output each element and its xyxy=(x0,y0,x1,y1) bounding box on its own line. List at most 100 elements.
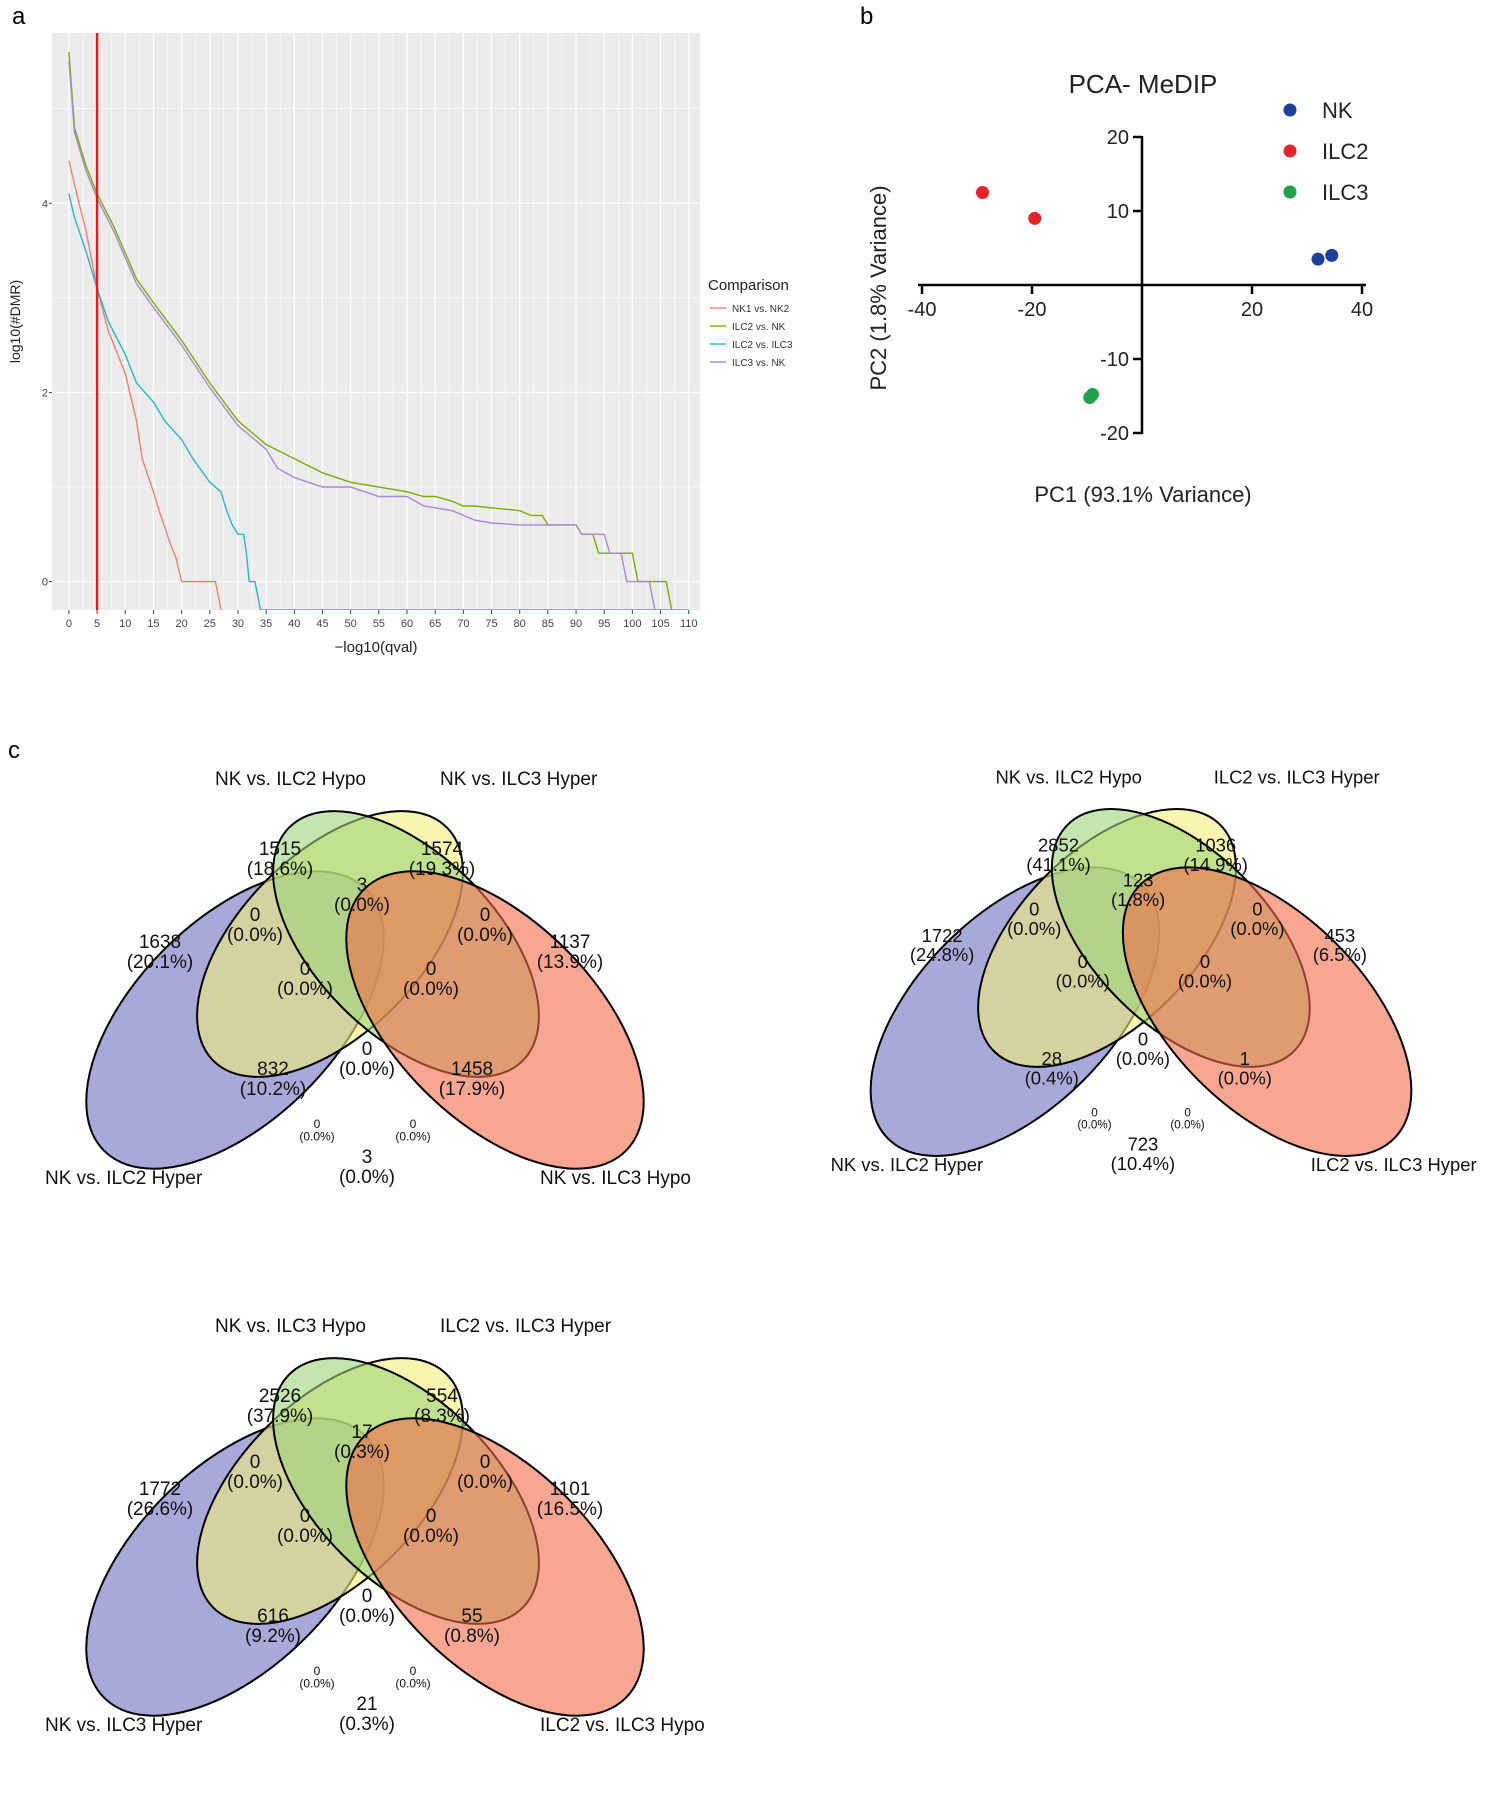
x-tick-label: 15 xyxy=(147,618,159,630)
venn-set-ellipse-3 xyxy=(345,1417,645,1717)
venn-region-count: 1515 xyxy=(259,839,301,860)
y-tick-label: -20 xyxy=(1100,423,1129,445)
panel-label-c: c xyxy=(8,737,20,764)
venn-set-label-2: ILC2 vs. ILC3 Hyper xyxy=(1214,767,1380,788)
venn-region-pct: (0.0%) xyxy=(1230,918,1284,939)
venn-region-pct: (0.0%) xyxy=(1077,1119,1111,1132)
x-tick-label: 10 xyxy=(119,618,131,630)
x-tick-label: 35 xyxy=(260,618,272,630)
venn-set-label-1: NK vs. ILC2 Hypo xyxy=(215,769,366,790)
venn-region-count: 1574 xyxy=(421,839,464,860)
x-tick-label: 25 xyxy=(204,618,216,630)
venn-diagram-3: NK vs. ILC3 Hyper NK vs. ILC3 Hypo ILC2 vs… xyxy=(45,1316,705,1736)
venn-region-count: 1638 xyxy=(139,932,181,953)
venn-region-pct: (10.4%) xyxy=(1111,1153,1176,1174)
venn-region-pct: (9.2%) xyxy=(245,1626,301,1647)
x-axis-label: PC1 (93.1% Variance) xyxy=(1034,482,1251,507)
venn-region-count: 832 xyxy=(257,1059,289,1080)
venn-region-pct: (19.3%) xyxy=(409,859,476,880)
x-axis-label: −log10(qval) xyxy=(335,639,418,656)
venn-region-count: 0 xyxy=(1252,899,1262,920)
legend-label-1: ILC2 vs. NK xyxy=(732,322,786,333)
legend-label-2: ILC2 vs. ILC3 xyxy=(732,340,793,351)
venn-region-pct: (0.0%) xyxy=(395,1130,430,1144)
venn-region-count: 0 xyxy=(1200,951,1210,972)
y-tick-label: -10 xyxy=(1100,349,1129,371)
venn-region-count: 0 xyxy=(426,1506,437,1527)
x-tick-label: 60 xyxy=(401,618,413,630)
venn-region-count: 0 xyxy=(480,1452,491,1473)
venn-region-pct: (1.8%) xyxy=(1111,889,1165,910)
venn-region-count: 28 xyxy=(1042,1048,1063,1069)
point-nk xyxy=(1311,252,1325,266)
venn-region-pct: (24.8%) xyxy=(910,944,975,965)
x-tick-label: 55 xyxy=(373,618,385,630)
x-tick-label: 100 xyxy=(623,618,641,630)
x-tick-label: 110 xyxy=(680,618,698,630)
venn-region-count: 0 xyxy=(250,905,261,926)
y-tick-label: 4 xyxy=(42,198,48,210)
venn-region-count: 55 xyxy=(461,1606,482,1627)
venn-diagram-1: NK vs. ILC2 Hyper NK vs. ILC2 Hypo NK vs. … xyxy=(45,769,691,1189)
point-ilc2 xyxy=(1028,211,1042,225)
venn-region-count: 3 xyxy=(357,875,368,896)
venn-region-pct: (0.0%) xyxy=(1007,918,1061,939)
legend-title: Comparison xyxy=(708,277,789,294)
point-ilc3 xyxy=(1086,388,1099,402)
venn-region-pct: (0.3%) xyxy=(334,1442,390,1463)
venn-region-count: 1036 xyxy=(1195,835,1236,856)
venn-diagram-2: NK vs. ILC2 Hyper NK vs. ILC2 Hypo ILC2 vs… xyxy=(831,767,1477,1175)
venn-region-count: 1458 xyxy=(451,1059,493,1080)
venn-region-pct: (18.6%) xyxy=(247,859,314,880)
venn-region-count: 0 xyxy=(300,1506,311,1527)
venn-region-pct: (0.0%) xyxy=(339,1167,395,1188)
x-tick-label: 45 xyxy=(316,618,328,630)
venn-region-count: 0 xyxy=(1029,899,1039,920)
chart-title: PCA- MeDIP xyxy=(1069,69,1218,99)
y-tick-label: 0 xyxy=(42,577,48,589)
venn-region-count: 2526 xyxy=(259,1386,301,1407)
venn-region-pct: (0.0%) xyxy=(1116,1048,1170,1069)
venn-region-count: 0 xyxy=(1091,1106,1098,1119)
venn-region-count: 1137 xyxy=(550,932,591,953)
venn-region-count: 0 xyxy=(314,1664,321,1678)
venn-region-pct: (0.0%) xyxy=(299,1677,334,1691)
x-tick-label: 40 xyxy=(1351,299,1373,321)
venn-region-count: 0 xyxy=(480,905,491,926)
venn-region-pct: (17.9%) xyxy=(439,1079,506,1100)
y-axis-label: PC2 (1.8% Variance) xyxy=(866,185,891,390)
x-tick-label: -40 xyxy=(908,299,937,321)
venn-set-ellipse-3 xyxy=(1121,866,1413,1157)
venn-region-count: 554 xyxy=(426,1386,458,1407)
legend-label-0: NK1 vs. NK2 xyxy=(732,304,790,315)
venn-set-label-2: NK vs. ILC3 Hyper xyxy=(440,769,598,790)
panel-label-a: a xyxy=(12,3,26,30)
x-tick-label: 95 xyxy=(598,618,610,630)
venn-set-label-1: NK vs. ILC3 Hypo xyxy=(215,1316,366,1337)
venn-set-label-2: ILC2 vs. ILC3 Hyper xyxy=(440,1316,612,1337)
venn-region-count: 0 xyxy=(362,1039,373,1060)
x-tick-label: 90 xyxy=(570,618,582,630)
x-tick-label: 65 xyxy=(429,618,441,630)
plot-background xyxy=(52,33,700,610)
venn-region-count: 0 xyxy=(1184,1106,1191,1119)
venn-region-pct: (0.0%) xyxy=(403,1526,459,1547)
series-line-0 xyxy=(68,160,222,610)
y-axis-label: log10(#DMR) xyxy=(7,280,23,363)
venn-region-count: 1772 xyxy=(139,1479,181,1500)
venn-region-count: 0 xyxy=(314,1117,321,1131)
x-tick-label: 40 xyxy=(288,618,300,630)
venn-region-count: 1 xyxy=(1240,1048,1250,1069)
legend-label-2: ILC3 xyxy=(1322,180,1368,205)
x-tick-label: 20 xyxy=(175,618,187,630)
venn-region-pct: (14.9%) xyxy=(1183,854,1248,875)
venn-region-count: 1722 xyxy=(922,925,963,946)
y-tick-label: 2 xyxy=(42,387,48,399)
venn-region-pct: (0.0%) xyxy=(457,1472,513,1493)
venn-region-pct: (6.5%) xyxy=(1313,944,1367,965)
venn-region-pct: (0.0%) xyxy=(227,1472,283,1493)
venn-region-count: 17 xyxy=(351,1422,372,1443)
x-tick-label: 5 xyxy=(94,618,100,630)
venn-region-count: 0 xyxy=(250,1452,261,1473)
